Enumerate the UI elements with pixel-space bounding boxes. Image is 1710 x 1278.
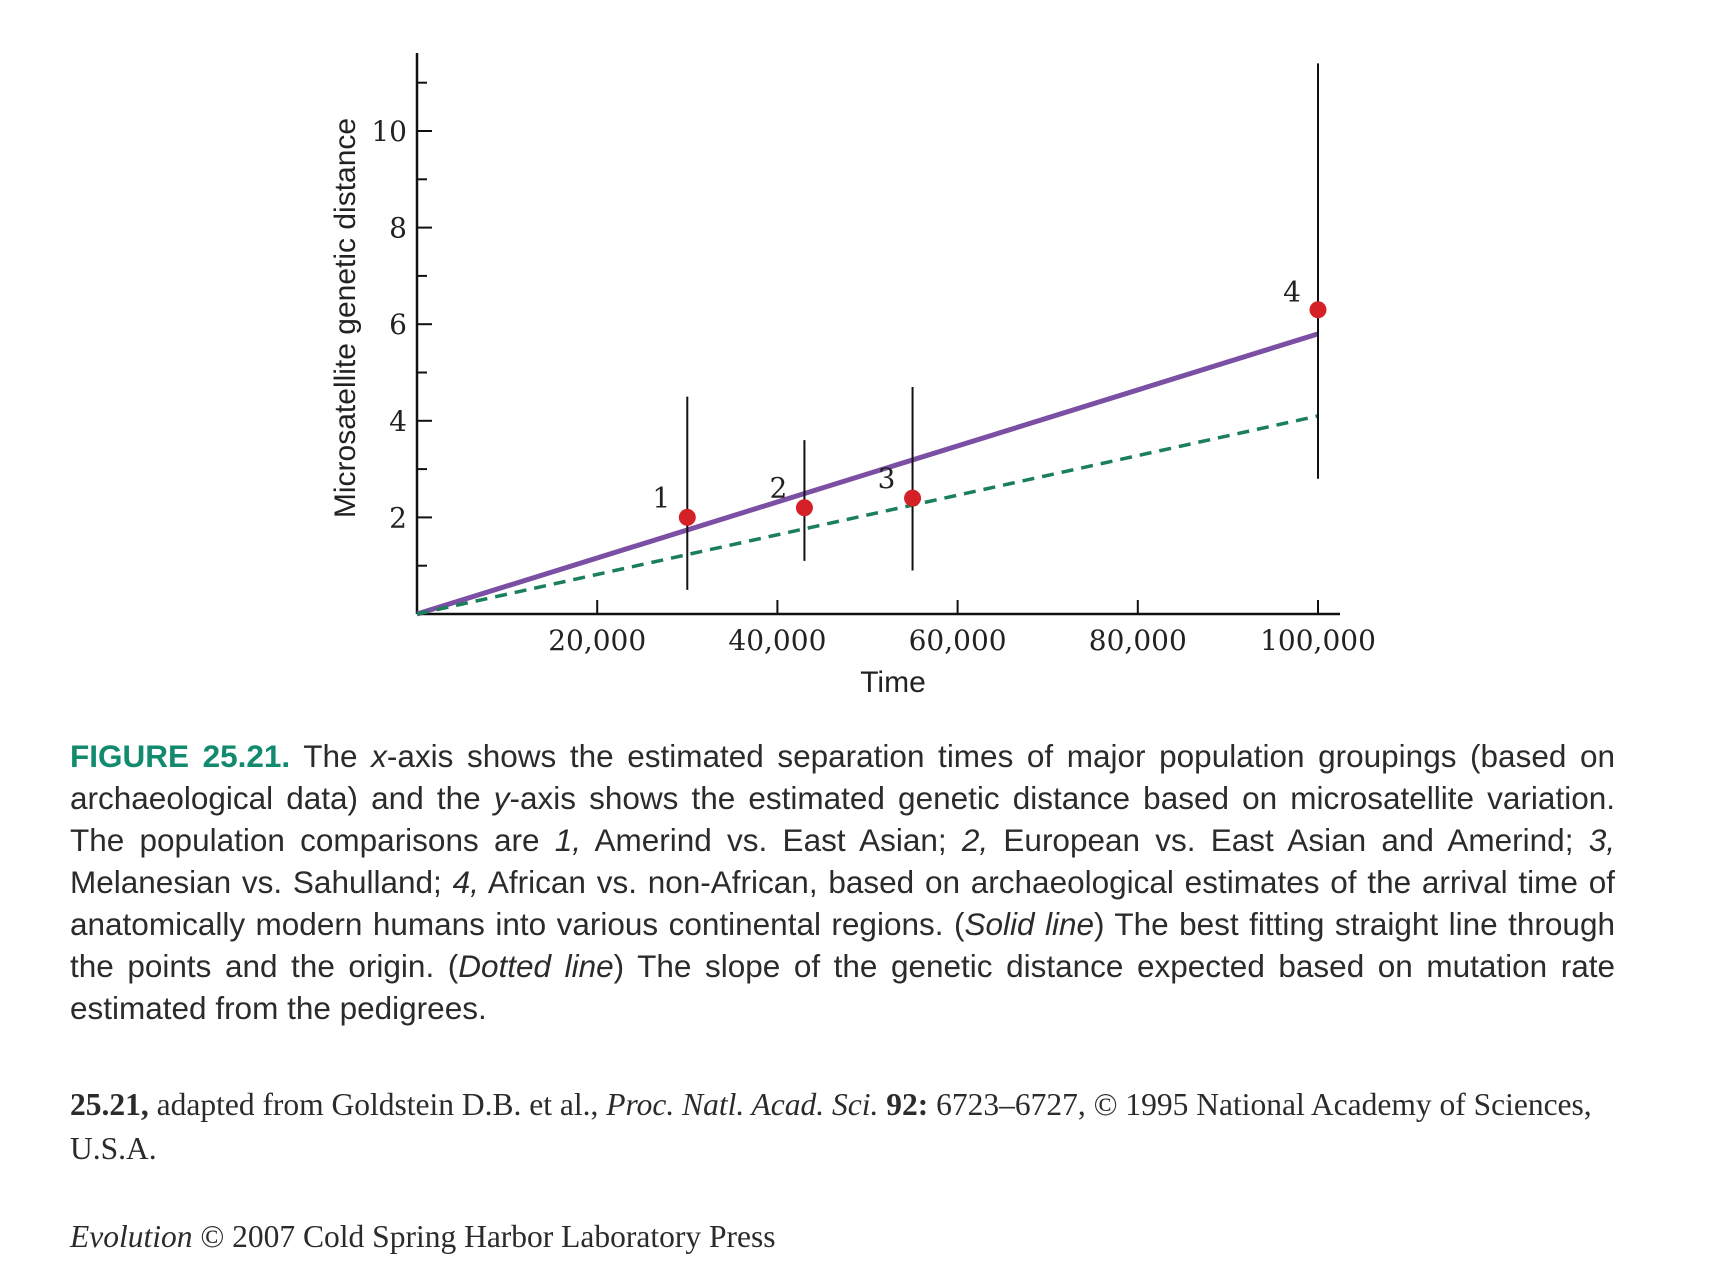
data-points: 1 2 3 4	[652, 63, 1327, 590]
caption-x-italic: x	[371, 738, 387, 774]
y-axis-title: Microsatellite genetic distance	[329, 118, 362, 518]
publisher-line: Evolution © 2007 Cold Spring Harbor Labo…	[70, 1217, 775, 1257]
caption-text: -axis shows the estimated separation tim…	[70, 738, 1615, 816]
point-label: 3	[878, 462, 896, 495]
y-tick-label: 2	[389, 501, 407, 534]
caption-num-1: 1,	[554, 822, 582, 858]
caption-text: ) The best fitting straight line through…	[70, 906, 1615, 984]
data-point	[795, 499, 813, 517]
caption-text: -axis shows the estimated genetic distan…	[70, 780, 1615, 858]
credit-volume: 92:	[886, 1087, 929, 1122]
publisher-text: © 2007 Cold Spring Harbor Laboratory Pre…	[192, 1219, 776, 1254]
y-tick-label: 4	[389, 405, 407, 438]
book-title: Evolution	[70, 1219, 193, 1254]
x-tick-label: 80,000	[1089, 624, 1187, 657]
caption-text: The	[290, 738, 372, 774]
best-fit-line	[416, 331, 1319, 617]
point-label: 1	[652, 481, 670, 514]
caption-y-italic: y	[493, 780, 510, 816]
y-tick-label: 6	[389, 308, 407, 341]
caption-text: African vs. non-African, based on archae…	[70, 864, 1615, 942]
caption-text: Melanesian vs. Sahulland;	[70, 864, 453, 900]
figure-label: FIGURE 25.21.	[70, 738, 291, 774]
figure-caption: FIGURE 25.21. The x-axis shows the estim…	[70, 735, 1615, 1029]
x-tick-label: 60,000	[909, 624, 1007, 657]
point-label: 4	[1283, 276, 1301, 309]
expected-slope-line	[416, 414, 1319, 616]
y-tick-label: 8	[389, 212, 407, 245]
source-credit: 25.21, adapted from Goldstein D.B. et al…	[70, 1083, 1615, 1171]
x-axis-title: Time	[860, 666, 926, 699]
fit-lines	[416, 331, 1319, 617]
caption-solid-line: Solid line	[964, 906, 1094, 942]
caption-num-2: 2,	[961, 822, 989, 858]
credit-text: 6723–6727, © 1995 National Academy of Sc…	[70, 1087, 1592, 1166]
caption-text: Amerind vs. East Asian;	[581, 822, 962, 858]
y-tick-label: 10	[371, 115, 407, 148]
data-point	[904, 489, 922, 507]
axes: 2 4 6 8 10 20,000 40,000 60,000 80,000 100,000	[371, 53, 1376, 657]
credit-text: adapted from Goldstein D.B. et al.,	[148, 1087, 607, 1122]
data-point	[1309, 301, 1327, 319]
x-tick-label: 20,000	[548, 624, 646, 657]
credit-figure-number: 25.21,	[70, 1087, 149, 1122]
caption-num-3: 3,	[1588, 822, 1615, 858]
caption-num-4: 4,	[452, 864, 479, 900]
data-point	[678, 508, 696, 526]
point-label: 2	[770, 472, 788, 505]
credit-journal: Proc. Natl. Acad. Sci.	[606, 1087, 879, 1122]
caption-text: European vs. East Asian and Amerind;	[988, 822, 1589, 858]
x-tick-label: 100,000	[1260, 624, 1376, 657]
caption-text: ) The slope of the genetic distance expe…	[70, 948, 1615, 1026]
caption-dotted-line: Dotted line	[458, 948, 614, 984]
x-tick-label: 40,000	[728, 624, 826, 657]
